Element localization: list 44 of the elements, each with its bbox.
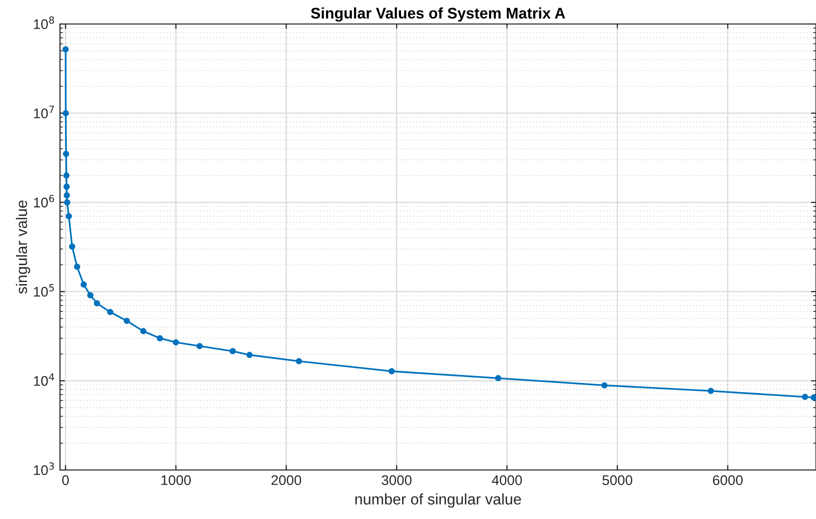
point — [810, 394, 816, 401]
point — [172, 339, 180, 346]
x-axis-title: number of singular value — [355, 493, 521, 508]
point — [230, 348, 236, 354]
point — [87, 292, 94, 298]
point — [388, 368, 395, 374]
point — [64, 199, 70, 206]
y-tick-label: 10$^{8}$ — [34, 16, 54, 30]
point — [708, 388, 714, 394]
point — [66, 213, 72, 220]
y-tick-label: 10$^{5}$ — [34, 284, 54, 297]
point — [802, 394, 808, 400]
x-tick-label: 6000 — [712, 475, 743, 486]
point — [196, 342, 203, 350]
chart-title: Singular Values of System Matrix A — [310, 7, 566, 22]
x-tick-label: 0 — [62, 475, 69, 486]
x-tick-label: 4000 — [492, 475, 522, 486]
point — [62, 110, 69, 116]
x-tick-label: 1000 — [161, 475, 191, 486]
point — [69, 243, 76, 250]
x-tick-label: 2000 — [272, 475, 302, 486]
point — [124, 318, 130, 324]
point — [107, 308, 114, 316]
point — [140, 328, 146, 334]
point — [63, 172, 70, 179]
point — [62, 46, 69, 52]
point — [156, 335, 164, 342]
point — [601, 382, 608, 388]
x-tick-label: 5000 — [602, 475, 632, 486]
point — [495, 375, 502, 382]
y-axis-title: singular value — [16, 200, 30, 294]
point — [63, 184, 70, 190]
y-tick-label: 10$^{7}$ — [34, 106, 54, 118]
point — [246, 352, 253, 358]
y-tick-label: 10$^{3}$ — [34, 462, 54, 476]
y-tick-label: 10$^{4}$ — [34, 373, 54, 386]
point — [74, 264, 80, 270]
point — [80, 281, 87, 288]
point — [64, 192, 70, 198]
y-tick-label: 10$^{6}$ — [34, 194, 54, 208]
point — [62, 150, 70, 157]
point — [94, 300, 100, 306]
x-tick-label: 3000 — [382, 475, 412, 486]
point — [296, 358, 302, 364]
